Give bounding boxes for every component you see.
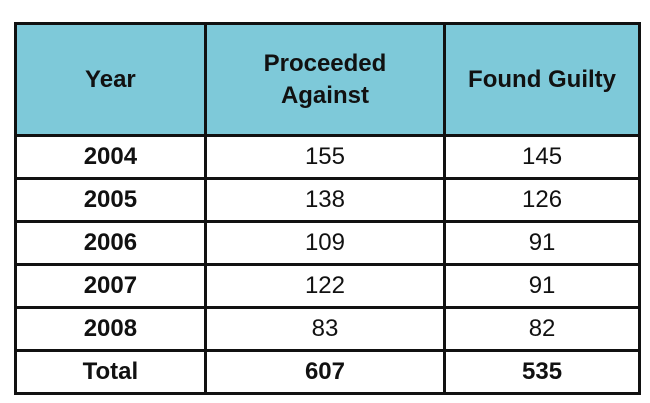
value-cell: 607 — [203, 349, 447, 395]
value-cell: 122 — [203, 263, 447, 309]
data-row: 2007 122 91 — [14, 263, 641, 309]
header-cell: Year — [14, 22, 207, 137]
header-text: Proceeded Against — [263, 49, 387, 109]
total-row: Total 607 535 — [14, 349, 641, 395]
value-cell: 145 — [443, 134, 641, 180]
row-label: 2005 — [14, 177, 207, 223]
row-label: 2008 — [14, 306, 207, 352]
value-cell: 138 — [203, 177, 447, 223]
header-cell: Found Guilty — [443, 22, 641, 137]
value-cell: 83 — [203, 306, 447, 352]
value-cell: 109 — [203, 220, 447, 266]
data-row: 2005 138 126 — [14, 177, 641, 223]
data-row: 2008 83 82 — [14, 306, 641, 352]
header-row: Year Proceeded Against Found Guilty — [14, 22, 641, 137]
header-cell: Proceeded Against — [203, 22, 447, 137]
row-label: 2004 — [14, 134, 207, 180]
row-label: 2006 — [14, 220, 207, 266]
data-row: 2006 109 91 — [14, 220, 641, 266]
table-body: 2004 155 145 2005 138 126 2006 109 91 2007 122 91 20… — [14, 134, 641, 395]
value-cell: 155 — [203, 134, 447, 180]
value-cell: 535 — [443, 349, 641, 395]
value-cell: 91 — [443, 220, 641, 266]
value-cell: 82 — [443, 306, 641, 352]
header-text: Found Guilty — [468, 65, 617, 93]
data-table: Year Proceeded Against Found Guilty 2004… — [14, 22, 641, 395]
table-header: Year Proceeded Against Found Guilty — [14, 22, 641, 137]
header-text: Year — [85, 65, 136, 93]
value-cell: 126 — [443, 177, 641, 223]
row-label: Total — [14, 349, 207, 395]
row-label: 2007 — [14, 263, 207, 309]
data-row: 2004 155 145 — [14, 134, 641, 180]
value-cell: 91 — [443, 263, 641, 309]
